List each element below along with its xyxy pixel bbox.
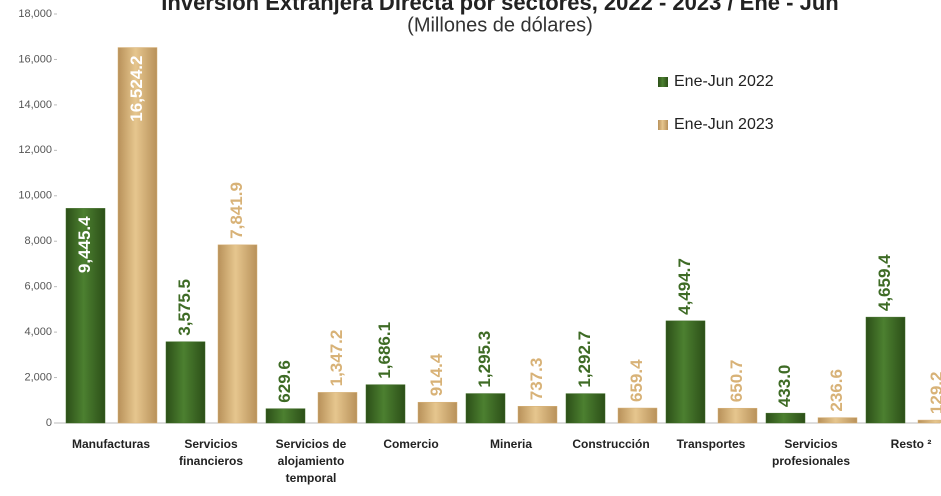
y-tick-label: 0 <box>46 417 52 429</box>
y-tick-label: 16,000 <box>18 53 52 65</box>
value-label: 1,686.1 <box>375 322 394 379</box>
bar <box>617 407 658 424</box>
value-label: 129.2 <box>927 372 941 415</box>
value-label: 914.4 <box>427 353 446 396</box>
value-label: 4,659.4 <box>875 254 894 311</box>
value-label: 650.7 <box>727 360 746 403</box>
y-tick-label: 4,000 <box>24 326 52 338</box>
value-label: 9,445.4 <box>75 216 94 273</box>
value-label: 4,494.7 <box>675 258 694 315</box>
value-label: 629.6 <box>275 360 294 403</box>
value-label: 1,295.3 <box>475 331 494 388</box>
bar <box>65 208 106 424</box>
x-tick-label: Construcción <box>572 437 649 451</box>
legend-swatch <box>658 77 668 87</box>
bar <box>765 412 806 424</box>
value-label: 737.3 <box>527 358 546 401</box>
bar <box>265 408 306 424</box>
value-label: 659.4 <box>627 359 646 402</box>
y-tick-label: 14,000 <box>18 99 52 111</box>
x-tick-label: Comercio <box>383 437 438 451</box>
value-label: 1,347.2 <box>327 330 346 387</box>
legend-swatch <box>658 120 668 130</box>
y-tick-label: 6,000 <box>24 281 52 293</box>
x-tick-label: Manufacturas <box>72 437 150 451</box>
value-label: 433.0 <box>775 365 794 408</box>
value-label: 1,292.7 <box>575 331 594 388</box>
y-tick-label: 10,000 <box>18 190 52 202</box>
bar <box>165 341 206 424</box>
bar <box>817 417 858 424</box>
x-tick-label: Mineria <box>490 437 532 451</box>
bar <box>465 393 506 424</box>
value-label: 236.6 <box>827 369 846 412</box>
bar <box>717 407 758 424</box>
bar <box>565 393 606 424</box>
bar <box>917 419 941 424</box>
chart-subtitle: (Millones de dólares) <box>407 14 593 36</box>
bar <box>217 244 258 424</box>
bar <box>665 320 706 424</box>
bar <box>317 392 358 424</box>
value-label: 7,841.9 <box>227 182 246 239</box>
x-tick-label: Resto ² <box>891 437 932 451</box>
bar <box>117 47 158 424</box>
y-tick-label: 8,000 <box>24 235 52 247</box>
bar <box>517 405 558 424</box>
bar <box>365 384 406 424</box>
x-tick-label: Servicios profesionales <box>772 437 850 468</box>
bar <box>865 316 906 424</box>
value-label: 16,524.2 <box>127 56 146 122</box>
bar <box>417 401 458 424</box>
chart-title: Inversión Extranjera Directa por sectore… <box>161 0 838 15</box>
x-tick-label: Servicios financieros <box>179 437 243 468</box>
legend-label: Ene-Jun 2022 <box>674 73 774 90</box>
y-tick-label: 12,000 <box>18 144 52 156</box>
y-tick-label: 2,000 <box>24 371 52 383</box>
x-tick-label: Transportes <box>677 437 746 451</box>
value-label: 3,575.5 <box>175 279 194 336</box>
legend-label: Ene-Jun 2023 <box>674 116 774 133</box>
x-tick-label: Servicios de alojamiento temporal <box>276 437 347 485</box>
y-tick-label: 18,000 <box>18 8 52 20</box>
